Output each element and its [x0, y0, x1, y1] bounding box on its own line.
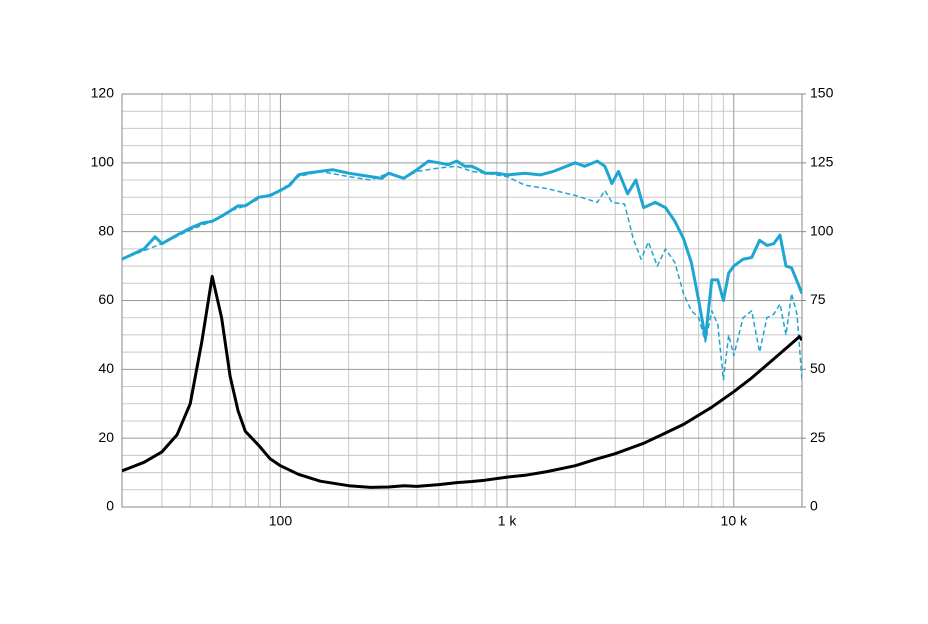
y2-tick-label: 150: [810, 85, 834, 101]
series-line: [122, 159, 802, 340]
y2-tick-label: 125: [810, 154, 834, 170]
y2-tick-label: 25: [810, 429, 826, 445]
y2-tick-label: 100: [810, 222, 834, 238]
y2-tick-label: 75: [810, 291, 826, 307]
y2-tick-label: 0: [810, 498, 818, 514]
series-line: [122, 274, 802, 489]
y-tick-label: 60: [98, 291, 114, 307]
y-tick-label: 20: [98, 429, 114, 445]
y-tick-label: 80: [98, 222, 114, 238]
y-tick-label: 100: [91, 154, 115, 170]
series-line: [122, 165, 802, 381]
plot-border: [121, 93, 803, 508]
y2-tick-label: 50: [810, 360, 826, 376]
x-tick-label: 10 k: [721, 513, 748, 529]
x-tick-label: 100: [269, 513, 293, 529]
x-tick-label: 1 k: [498, 513, 518, 529]
y-tick-label: 0: [106, 498, 114, 514]
y-tick-label: 120: [91, 85, 115, 101]
y-tick-label: 40: [98, 360, 114, 376]
